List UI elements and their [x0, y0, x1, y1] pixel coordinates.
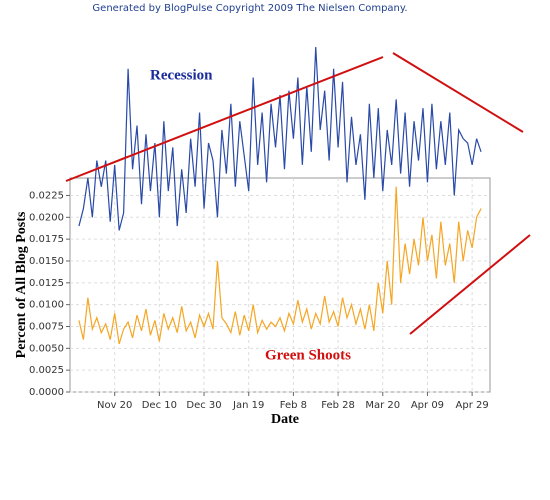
- data-line: [78, 46, 482, 231]
- chart-title: Generated by BlogPulse Copyright 2009 Th…: [92, 3, 407, 14]
- x-tick-label: Feb 8: [280, 400, 307, 411]
- y-tick-label: 0.0000: [29, 387, 64, 398]
- x-tick-label: Feb 28: [321, 400, 355, 411]
- y-tick-label: 0.0125: [29, 278, 64, 289]
- y-tick-label: 0.0225: [29, 190, 64, 201]
- trend-line: [409, 234, 531, 335]
- y-tick-label: 0.0075: [29, 321, 64, 332]
- y-tick-label: 0.0100: [29, 300, 64, 311]
- plot-area: [69, 177, 491, 393]
- x-tick-label: Nov 20: [97, 400, 132, 411]
- annotation: Green Shoots: [265, 347, 351, 363]
- y-tick-label: 0.0200: [29, 212, 64, 223]
- x-axis-label: Date: [271, 412, 299, 427]
- annotation: Recession: [150, 67, 213, 83]
- x-tick-label: Jan 19: [232, 400, 264, 411]
- data-line: [78, 186, 482, 345]
- y-tick-label: 0.0175: [29, 234, 64, 245]
- y-tick-label: 0.0025: [29, 365, 64, 376]
- trend-line: [392, 52, 524, 133]
- x-tick-label: Mar 20: [365, 400, 400, 411]
- y-tick-label: 0.0050: [29, 343, 64, 354]
- y-axis-label: Percent of All Blog Posts: [14, 211, 29, 358]
- trend-line: [65, 56, 384, 182]
- lines: [78, 46, 482, 345]
- x-tick-label: Apr 29: [456, 400, 489, 411]
- x-tick-label: Apr 09: [411, 400, 444, 411]
- x-tick-label: Dec 10: [142, 400, 177, 411]
- grid: 0.0000 0.0025 0.0050 0.0075 0.0100 0.0125 0.01…: [29, 178, 490, 411]
- x-tick-label: Dec 30: [186, 400, 221, 411]
- y-tick-label: 0.0150: [29, 256, 64, 267]
